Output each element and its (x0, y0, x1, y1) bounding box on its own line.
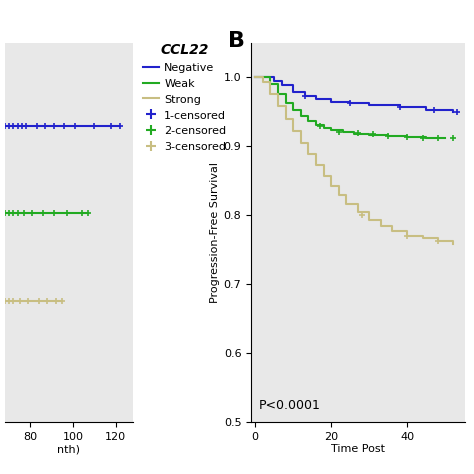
Text: P<0.0001: P<0.0001 (259, 399, 321, 411)
Text: B: B (228, 31, 245, 51)
X-axis label: Time Post: Time Post (331, 444, 385, 455)
Y-axis label: Progression-Free Survival: Progression-Free Survival (210, 162, 219, 303)
X-axis label: nth): nth) (57, 444, 80, 455)
Legend: Negative, Weak, Strong, 1-censored, 2-censored, 3-censored: Negative, Weak, Strong, 1-censored, 2-ce… (143, 44, 226, 152)
